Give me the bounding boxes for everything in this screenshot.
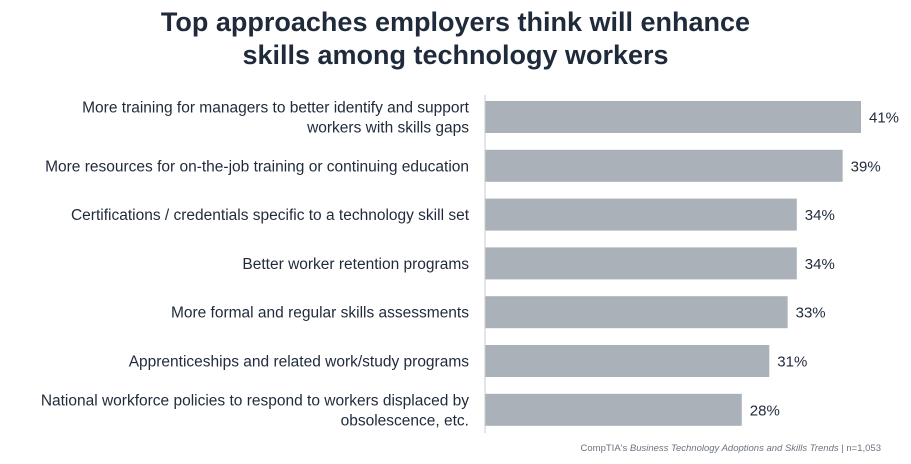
chart-title-line-2: skills among technology workers — [242, 40, 669, 70]
category-label: More training for managers to better ide… — [82, 100, 470, 117]
bar — [485, 393, 742, 426]
data-label: 39% — [851, 158, 881, 175]
bar — [485, 149, 843, 182]
data-label: 28% — [750, 402, 780, 419]
source-note: CompTIA's Business Technology Adoptions … — [581, 443, 881, 454]
data-label: 34% — [805, 207, 835, 224]
category-label: More resources for on-the-job training o… — [45, 158, 469, 175]
category-label: obsolescence, etc. — [341, 412, 469, 429]
category-label: Apprenticeships and related work/study p… — [129, 354, 470, 371]
bar — [485, 345, 770, 377]
source-prefix: CompTIA's — [580, 443, 630, 454]
chart-title-line-1: Top approaches employers think will enha… — [160, 7, 751, 37]
data-label: 41% — [869, 110, 899, 127]
data-label: 33% — [796, 305, 826, 322]
category-label: Certifications / credentials specific to… — [71, 207, 470, 224]
category-label: National workforce policies to respond t… — [41, 392, 469, 409]
category-label: workers with skills gaps — [306, 120, 469, 137]
category-label: More formal and regular skills assessmen… — [171, 305, 469, 322]
bar — [485, 296, 788, 329]
bar — [485, 198, 797, 231]
data-label: 31% — [777, 354, 807, 371]
bar — [485, 101, 861, 133]
source-publication: Business Technology Adoptions and Skills… — [629, 443, 839, 454]
data-label: 34% — [805, 256, 835, 273]
source-suffix: | n=1,053 — [838, 443, 881, 454]
category-label: Better worker retention programs — [242, 256, 469, 273]
bar — [485, 247, 797, 280]
chart-title: Top approaches employers think will enha… — [0, 6, 911, 72]
